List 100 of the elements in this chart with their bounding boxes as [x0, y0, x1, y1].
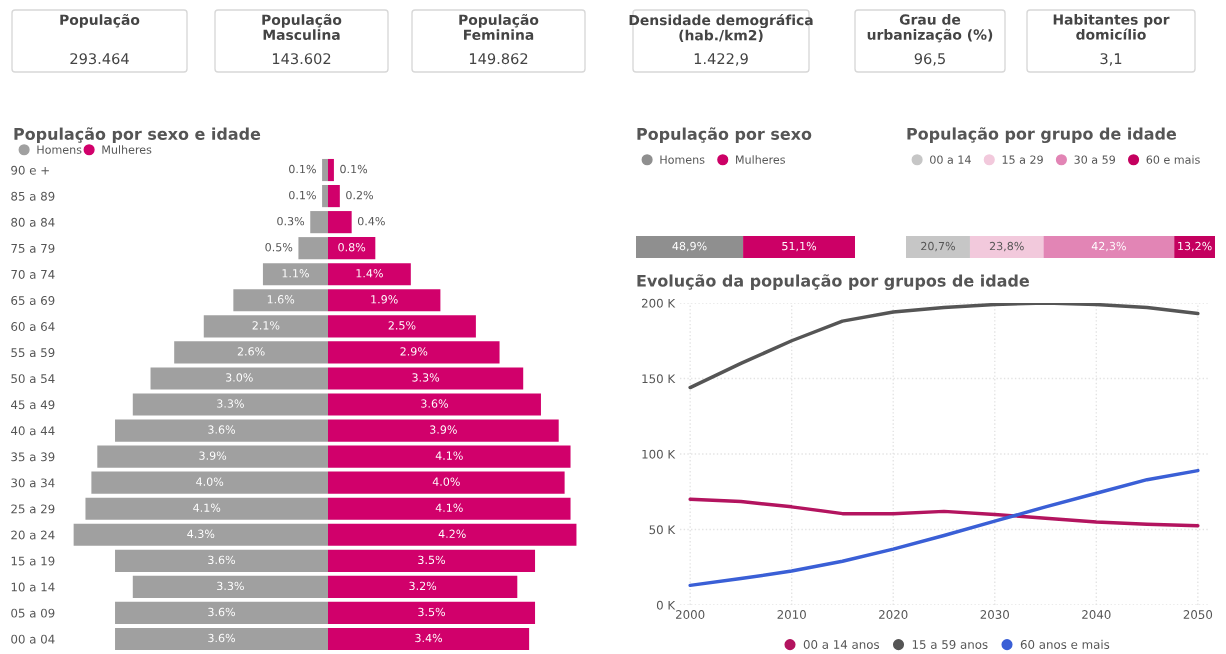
data-label: 0.5%: [265, 243, 293, 252]
y-tick-label: 30 a 34: [11, 478, 55, 488]
y-tick-label: 45 a 49: [11, 400, 55, 410]
data-label: 4.1%: [435, 503, 463, 512]
data-label: 23,8%: [989, 241, 1024, 252]
y-tick-label: 20 a 24: [11, 530, 55, 540]
text: População Masculina 143.602: [262, 14, 342, 65]
data-label: 3.3%: [412, 373, 440, 382]
data-label: 0.2%: [346, 190, 373, 200]
text: Grau de urbanização (%) 96,5: [867, 14, 993, 66]
text: Habitantes por domicílio 3,1: [1053, 14, 1170, 66]
data-label: 3.5%: [418, 607, 446, 617]
y-tick-label: 200 K: [641, 298, 676, 308]
data-label: 51,1%: [782, 241, 817, 252]
data-label: 3.9%: [430, 425, 457, 434]
data-label: 2.1%: [252, 321, 280, 330]
x-tick-label: 2010: [777, 610, 806, 619]
legend-label: Homens: [660, 155, 705, 164]
data-label: 3.3%: [217, 399, 244, 408]
data-label: 3.0%: [226, 373, 253, 382]
chart-title: População por sexo e idade: [14, 127, 261, 143]
data-label: 0.1%: [340, 164, 368, 174]
line-series: [688, 497, 1200, 528]
data-label: 2.9%: [400, 347, 428, 356]
data-label: 0.4%: [357, 216, 385, 226]
data-label: 4.2%: [438, 529, 466, 538]
y-tick-label: 55 a 59: [11, 348, 55, 358]
legend-label: 30 a 59: [1074, 155, 1115, 164]
text: População 293.464: [60, 14, 140, 65]
data-label: 4.1%: [193, 503, 221, 512]
data-label: 3.2%: [409, 581, 437, 591]
x-tick-label: 2050: [1183, 610, 1213, 619]
legend-label: 60 e mais: [1146, 155, 1200, 164]
y-tick-label: 80 a 84: [11, 217, 55, 227]
y-tick-label: 60 a 64: [11, 322, 55, 331]
data-label: 0.3%: [277, 216, 305, 226]
legend-label: 00 a 14 anos: [803, 639, 880, 649]
y-tick-label: 50 a 54: [11, 374, 55, 384]
y-tick-label: 10 a 14: [11, 582, 55, 592]
data-label: 0.1%: [289, 164, 316, 174]
data-label: 3.5%: [418, 555, 446, 565]
text: Densidade demográfica (hab./km2) 1.422,9: [629, 14, 813, 66]
legend-label: Mulheres: [102, 145, 152, 154]
data-label: 13,2%: [1178, 241, 1212, 252]
text: População Feminina 149.862: [459, 14, 539, 65]
data-label: 1.1%: [282, 269, 309, 278]
data-label: 3.6%: [208, 425, 236, 434]
data-label: 1.6%: [267, 295, 295, 304]
line-series: [688, 303, 1200, 390]
data-label: 4.1%: [435, 451, 463, 460]
y-tick-label: 90 e +: [11, 165, 49, 175]
data-label: 1.4%: [356, 269, 383, 278]
bar: [1043, 236, 1175, 258]
y-tick-label: 0 K: [656, 600, 676, 610]
data-label: 3.4%: [415, 633, 443, 643]
legend-label: 15 a 29: [1002, 155, 1043, 164]
y-tick-label: 150 K: [642, 374, 676, 384]
y-tick-label: 05 a 09: [11, 608, 55, 618]
data-label: 2.5%: [388, 321, 416, 330]
chart-title: Evolução da população por grupos de idade: [637, 274, 1029, 290]
data-label: 48,9%: [672, 241, 707, 252]
data-label: 3.6%: [208, 555, 236, 565]
y-tick-label: 85 a 89: [11, 191, 55, 201]
bar: [1174, 236, 1215, 258]
data-label: 3.9%: [199, 451, 227, 460]
y-tick-label: 50 K: [649, 525, 676, 535]
data-label: 20,7%: [921, 241, 956, 252]
data-label: 3.6%: [208, 633, 236, 643]
legend-label: Homens: [37, 145, 82, 154]
x-tick-label: 2030: [980, 610, 1010, 619]
y-tick-label: 15 a 19: [11, 556, 55, 566]
data-label: 0.8%: [338, 243, 366, 252]
data-label: 3.3%: [217, 581, 244, 591]
legend-label: 60 anos e mais: [1020, 639, 1110, 649]
data-label: 4.3%: [187, 529, 215, 538]
data-label: 4.0%: [432, 477, 460, 486]
bar: [906, 236, 970, 258]
y-tick-label: 35 a 39: [11, 452, 55, 462]
y-tick-label: 25 a 29: [11, 504, 55, 514]
data-label: 1.9%: [371, 295, 398, 304]
data-label: 2.6%: [237, 347, 265, 356]
x-tick-label: 2000: [676, 610, 705, 619]
y-tick-label: 100 K: [642, 449, 676, 459]
data-label: 0.1%: [289, 190, 316, 200]
data-label: 4.0%: [196, 477, 224, 486]
x-tick-label: 2040: [1082, 610, 1111, 619]
y-tick-label: 65 a 69: [11, 296, 55, 305]
y-tick-label: 00 a 04: [11, 634, 55, 644]
legend-label: 00 a 14: [930, 155, 971, 164]
y-tick-label: 70 a 74: [11, 269, 55, 279]
legend-label: 15 a 59 anos: [912, 639, 988, 649]
line-series: [688, 468, 1200, 588]
y-tick-label: 75 a 79: [11, 243, 55, 253]
legend-label: Mulheres: [736, 155, 785, 164]
chart-title: População por sexo: [637, 127, 812, 143]
y-tick-label: 40 a 44: [11, 426, 55, 436]
x-tick-label: 2020: [879, 610, 908, 619]
data-label: 3.6%: [208, 607, 236, 617]
bar: [969, 236, 1044, 258]
data-label: 3.6%: [421, 399, 448, 408]
